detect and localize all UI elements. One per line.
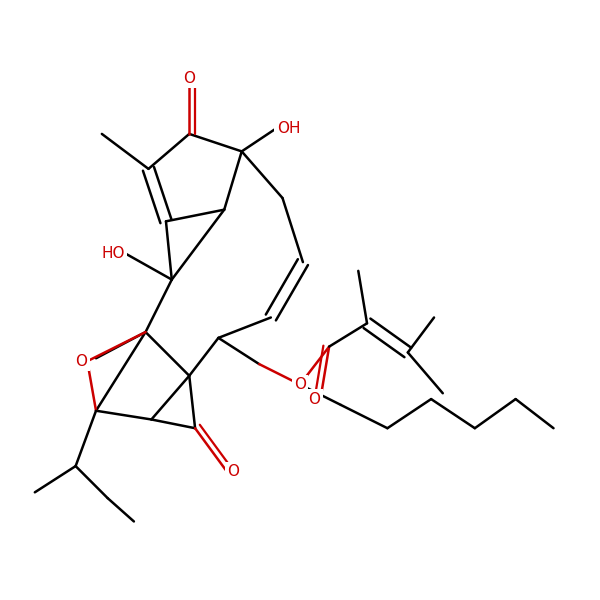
Text: O: O: [308, 392, 320, 407]
Text: O: O: [75, 353, 87, 368]
Text: HO: HO: [101, 246, 125, 261]
Text: O: O: [183, 71, 195, 86]
Text: O: O: [294, 377, 306, 392]
Text: OH: OH: [277, 121, 300, 136]
Text: O: O: [227, 464, 239, 479]
